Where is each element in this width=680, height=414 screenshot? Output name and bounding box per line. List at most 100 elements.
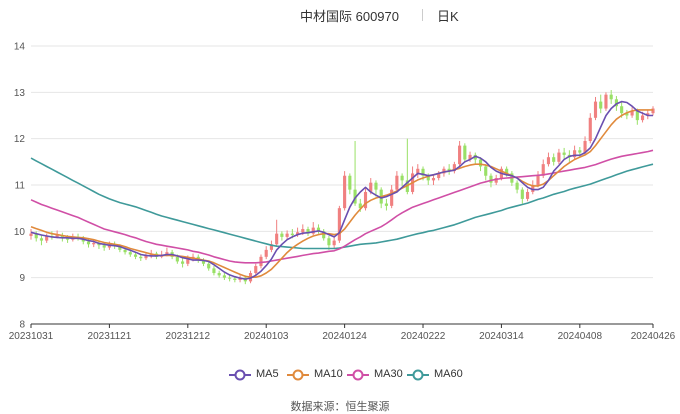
candle-body bbox=[133, 254, 138, 257]
candle-body bbox=[45, 235, 49, 241]
legend-marker-icon bbox=[287, 369, 309, 381]
candle-body bbox=[212, 268, 216, 274]
ma30-line bbox=[30, 149, 654, 264]
data-source-note: 数据来源：恒生聚源 bbox=[290, 401, 390, 413]
candle-body bbox=[531, 185, 535, 192]
candle-body bbox=[525, 191, 530, 199]
candle-body bbox=[609, 94, 613, 100]
candle-body bbox=[228, 277, 232, 279]
candle-body bbox=[201, 260, 206, 264]
candle-body bbox=[285, 233, 289, 237]
candle-body bbox=[102, 245, 106, 248]
candle-body bbox=[264, 249, 268, 257]
candle-body bbox=[39, 238, 44, 241]
candle-body bbox=[630, 110, 634, 116]
candle-body bbox=[583, 140, 587, 153]
x-tick-label: 20240124 bbox=[322, 331, 367, 342]
legend-label: MA10 bbox=[314, 368, 343, 380]
candle-body bbox=[343, 175, 347, 209]
ma5-line bbox=[30, 100, 653, 280]
candle-body bbox=[316, 227, 321, 232]
candle-body bbox=[640, 115, 645, 121]
candle-body bbox=[186, 259, 190, 264]
candle-body bbox=[431, 178, 436, 181]
candle-body bbox=[348, 175, 352, 190]
candle-body bbox=[416, 168, 420, 174]
candle-body bbox=[400, 175, 404, 181]
candle-body bbox=[233, 278, 237, 280]
candle-body bbox=[144, 255, 148, 259]
candle-body bbox=[458, 145, 462, 165]
candle-body bbox=[34, 233, 38, 239]
legend-marker-icon bbox=[229, 369, 251, 381]
candle-body bbox=[390, 189, 394, 206]
legend-label: MA5 bbox=[256, 368, 279, 380]
candle-body bbox=[604, 94, 608, 109]
candle-body bbox=[217, 273, 221, 276]
candle-body bbox=[128, 252, 132, 255]
chart-legend: MA5 MA10 MA30 MA60 bbox=[0, 367, 680, 383]
candle-body bbox=[363, 191, 368, 209]
candle-body bbox=[60, 235, 64, 239]
candle-body bbox=[296, 232, 300, 236]
title-separator bbox=[422, 9, 423, 21]
x-tick-label: 20240314 bbox=[479, 331, 524, 342]
candle-body bbox=[332, 240, 336, 246]
legend-label: MA60 bbox=[434, 368, 463, 380]
candle-body bbox=[505, 168, 509, 174]
candle-body bbox=[118, 246, 122, 250]
candle-body bbox=[557, 152, 561, 162]
candle-body bbox=[29, 233, 33, 236]
candle-body bbox=[175, 256, 179, 262]
candle-body bbox=[468, 154, 472, 160]
candle-body bbox=[478, 159, 483, 167]
candle-body bbox=[374, 182, 378, 190]
candle-body bbox=[369, 182, 373, 192]
candle-body bbox=[269, 244, 274, 250]
x-tick-label: 20231121 bbox=[88, 331, 132, 342]
candle-body bbox=[139, 256, 143, 259]
candle-body bbox=[494, 178, 498, 183]
x-tick-label: 20240408 bbox=[558, 331, 603, 342]
chart-header: 中材国际 600970 日K bbox=[0, 6, 680, 24]
legend-marker-icon bbox=[407, 369, 429, 381]
candle-body bbox=[552, 157, 556, 162]
y-tick-label: 10 bbox=[14, 227, 26, 238]
candle-body bbox=[646, 113, 650, 116]
candle-body bbox=[426, 175, 430, 181]
candle-body bbox=[463, 145, 467, 160]
y-tick-label: 13 bbox=[14, 88, 26, 99]
candle-body bbox=[437, 173, 441, 179]
candle-body bbox=[207, 263, 211, 269]
candle-body bbox=[384, 203, 388, 206]
candle-body bbox=[614, 99, 618, 107]
x-tick-label: 20240103 bbox=[244, 331, 289, 342]
candle-body bbox=[635, 110, 639, 121]
candle-body bbox=[442, 168, 446, 174]
candle-body bbox=[625, 113, 629, 116]
candle-body bbox=[86, 241, 91, 245]
candle-body bbox=[181, 261, 185, 264]
candle-body bbox=[92, 242, 96, 245]
candle-body bbox=[588, 117, 592, 141]
candle-body bbox=[259, 256, 263, 267]
y-tick-label: 14 bbox=[14, 42, 26, 53]
candle-body bbox=[541, 164, 545, 176]
candle-body bbox=[254, 266, 258, 274]
candle-body bbox=[536, 175, 540, 185]
legend-marker-icon bbox=[347, 369, 369, 381]
candle-body bbox=[620, 106, 624, 114]
candle-body bbox=[322, 231, 326, 239]
x-tick-label: 20240222 bbox=[401, 331, 446, 342]
candle-body bbox=[275, 233, 279, 245]
candle-body bbox=[546, 157, 551, 165]
x-tick-label: 20231031 bbox=[9, 331, 54, 342]
y-tick-label: 12 bbox=[14, 134, 26, 145]
candle-body bbox=[599, 101, 603, 109]
candle-body bbox=[651, 108, 655, 114]
candle-body bbox=[66, 238, 70, 240]
candle-body bbox=[489, 175, 493, 183]
y-tick-label: 9 bbox=[19, 273, 25, 284]
y-tick-label: 8 bbox=[19, 320, 25, 331]
